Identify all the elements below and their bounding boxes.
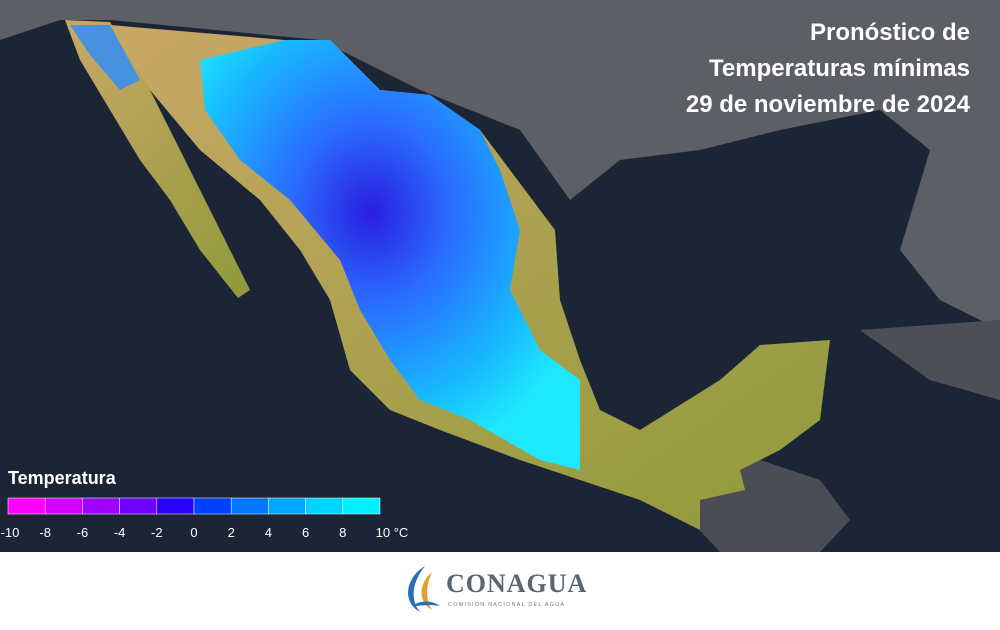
- legend-tick-label: -6: [77, 525, 89, 540]
- legend-bin: [7, 497, 46, 515]
- cuba: [860, 320, 1000, 400]
- legend-tick-label: 6: [302, 525, 309, 540]
- logo-subtitle: COMISIÓN NACIONAL DEL AGUA: [448, 601, 565, 608]
- legend-bin: [193, 497, 232, 515]
- title-line: Pronóstico de: [810, 19, 970, 46]
- legend-bin: [119, 497, 158, 515]
- baja-california: [65, 20, 250, 298]
- legend-bin: [44, 497, 83, 515]
- legend-bin: [268, 497, 306, 515]
- north-land: [0, 0, 1000, 330]
- cold-region: [200, 40, 580, 470]
- legend-bin: [82, 497, 120, 515]
- title-line: 29 de noviembre de 2024: [686, 91, 971, 118]
- legend-tick-label: 8: [339, 525, 346, 540]
- footer: [0, 552, 1000, 630]
- logo-text: CONAGUA: [446, 569, 587, 598]
- legend-bin: [156, 497, 195, 515]
- legend-bin: [342, 497, 381, 515]
- title-line: Temperaturas mínimas: [709, 55, 970, 82]
- legend-tick-label: 10 °C: [376, 525, 409, 540]
- legend-tick-label: -2: [151, 525, 163, 540]
- legend-tick-label: -10: [1, 525, 20, 540]
- legend-bin: [230, 497, 269, 515]
- legend-tick-label: 2: [228, 525, 235, 540]
- legend-title: Temperatura: [8, 468, 117, 488]
- legend-tick-label: 4: [265, 525, 272, 540]
- cold-region-baja: [70, 25, 140, 90]
- legend-bin: [305, 497, 344, 515]
- legend-tick-label: -4: [114, 525, 126, 540]
- legend-bar: -10 -8 -6 -4 -2 0 2 4 6 8 10 °C: [1, 497, 409, 540]
- legend-tick-label: 0: [190, 525, 197, 540]
- logo-icon: [408, 566, 440, 612]
- legend-tick-label: -8: [39, 525, 51, 540]
